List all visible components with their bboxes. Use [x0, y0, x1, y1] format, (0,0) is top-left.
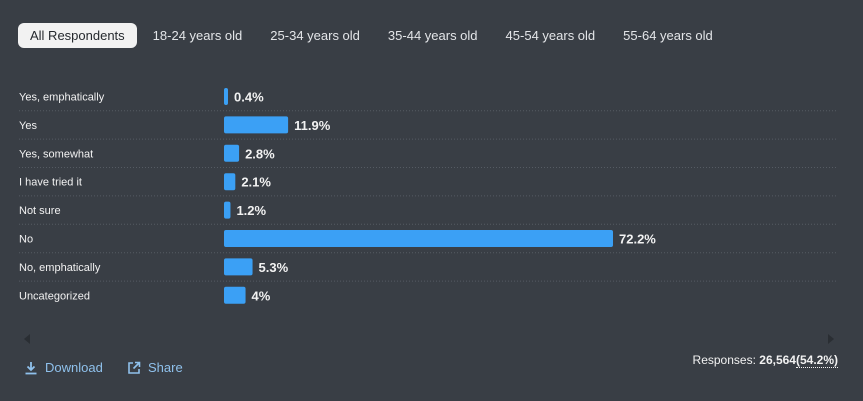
scroll-right-arrow[interactable]: [828, 334, 834, 344]
tab-25-34[interactable]: 25-34 years old: [270, 28, 360, 43]
category-label: I have tried it: [19, 177, 82, 189]
share-label: Share: [148, 360, 183, 375]
share-icon: [128, 361, 141, 374]
responses-count: 26,564: [759, 353, 796, 367]
bar-value-label: 1.2%: [236, 203, 266, 218]
category-label: Uncategorized: [19, 290, 90, 302]
bar[interactable]: [224, 201, 231, 219]
bar[interactable]: [224, 144, 240, 162]
bar-value-label: 11.9%: [294, 118, 331, 133]
tab-55-64[interactable]: 55-64 years old: [623, 28, 713, 43]
segment-tabs: All Respondents 18-24 years old 25-34 ye…: [18, 23, 729, 48]
bar-chart: Yes, emphatically 0.4% Yes 11.9% Yes, somewh…: [19, 88, 838, 304]
category-label: Yes, somewhat: [19, 148, 93, 160]
category-label: Not sure: [19, 205, 61, 217]
responses-percent[interactable]: (54.2%): [795, 353, 838, 368]
category-label: Yes: [19, 120, 37, 132]
category-label: Yes, emphatically: [19, 92, 105, 104]
bar[interactable]: [224, 88, 228, 105]
bar[interactable]: [224, 258, 253, 276]
bar-value-label: 5.3%: [259, 260, 289, 275]
bar-value-label: 72.2%: [619, 232, 656, 247]
responses-summary: Responses: 26,564(54.2%): [692, 353, 838, 368]
download-icon: [25, 361, 37, 374]
bar-value-label: 2.8%: [245, 146, 275, 161]
tab-35-44[interactable]: 35-44 years old: [387, 28, 478, 43]
category-label: No: [19, 234, 33, 246]
share-button[interactable]: Share: [127, 360, 183, 375]
download-label: Download: [45, 360, 103, 375]
bar-value-label: 4%: [252, 288, 271, 303]
bar[interactable]: [224, 230, 613, 247]
bar-value-label: 2.1%: [241, 175, 271, 190]
tab-all-respondents[interactable]: All Respondents: [18, 23, 137, 48]
responses-label: Responses:: [692, 353, 756, 367]
tab-45-54[interactable]: 45-54 years old: [505, 28, 596, 43]
bar[interactable]: [224, 173, 236, 191]
bar[interactable]: [224, 286, 246, 304]
scroll-left-arrow[interactable]: [24, 334, 30, 344]
bar[interactable]: [224, 116, 289, 134]
bar-value-label: 0.4%: [234, 90, 264, 105]
category-label: No, emphatically: [19, 262, 101, 274]
download-button[interactable]: Download: [24, 360, 103, 375]
tab-18-24[interactable]: 18-24 years old: [152, 28, 243, 43]
